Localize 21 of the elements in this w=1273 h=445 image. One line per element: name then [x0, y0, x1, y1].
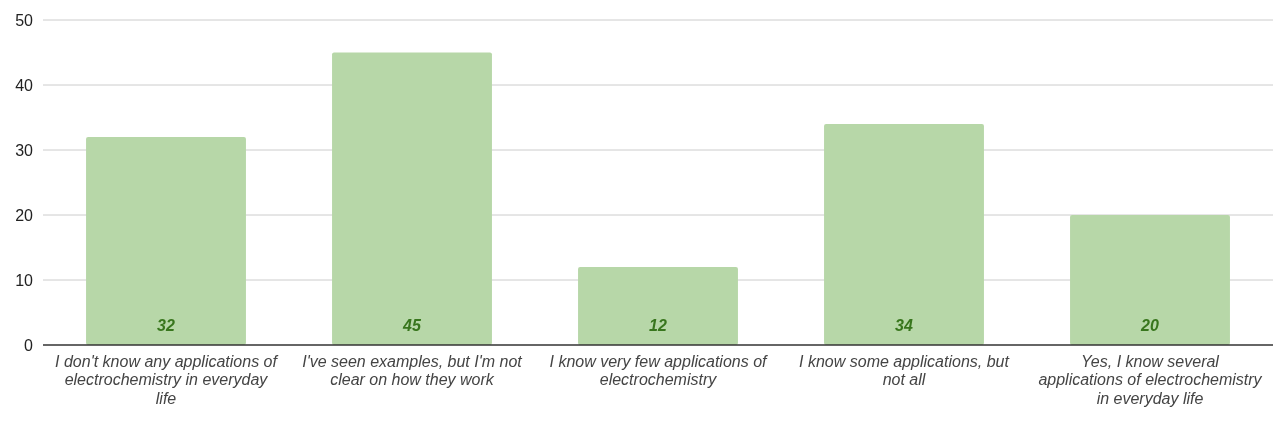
- y-tick-label: 0: [24, 336, 34, 354]
- y-tick-label: 10: [15, 271, 34, 289]
- y-tick-label: 50: [15, 11, 34, 29]
- bar: [332, 52, 492, 345]
- bar: [1070, 215, 1230, 345]
- y-tick-label: 20: [15, 206, 34, 224]
- bar: [86, 137, 246, 345]
- data-label: 34: [895, 317, 913, 334]
- x-tick-label: I've seen examples, but I'm not clear on how they work: [302, 353, 523, 389]
- x-tick-label: Yes, I know several applications of electrochemistry in everyday life: [1038, 353, 1263, 407]
- data-label: 32: [157, 317, 175, 334]
- y-tick-label: 40: [15, 76, 34, 94]
- x-tick-label: I know very few applications of electrochemistry: [549, 353, 769, 389]
- bar: [578, 267, 738, 345]
- data-label: 12: [649, 317, 667, 334]
- data-label: 20: [1140, 317, 1159, 334]
- x-tick-label: I know some applications, but not all: [799, 353, 1010, 389]
- x-tick-label: I don't know any applications of electrochemistry in everyday life: [55, 353, 279, 407]
- data-label: 45: [402, 317, 422, 334]
- y-tick-label: 30: [15, 141, 34, 159]
- bar: [824, 124, 984, 345]
